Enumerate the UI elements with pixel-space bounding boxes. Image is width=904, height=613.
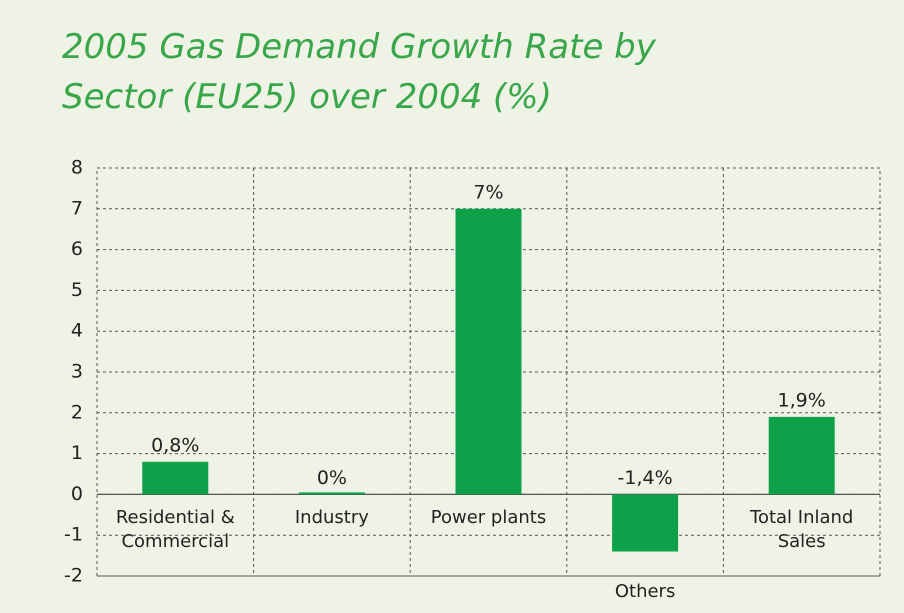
x-tick-label: Power plants: [430, 507, 547, 529]
y-tick-label: -1: [64, 524, 83, 546]
y-tick-label: 2: [71, 401, 83, 423]
value-label: 7%: [473, 181, 503, 203]
bar: [455, 208, 522, 495]
y-tick-label: -2: [64, 565, 83, 587]
value-label: 0%: [317, 467, 347, 489]
y-tick-label: 0: [71, 483, 83, 505]
bar: [142, 461, 209, 495]
plot-border: [96, 167, 881, 577]
y-tick-label: 1: [71, 442, 83, 464]
y-tick-label: 3: [71, 361, 83, 383]
x-tick-label: Total Inland Sales: [750, 507, 854, 553]
x-tick-label: Residential & Commercial: [115, 507, 235, 553]
value-label: 0,8%: [151, 434, 199, 456]
x-tick-label: Industry: [294, 507, 369, 529]
y-tick-label: 5: [71, 279, 83, 301]
chart-title: 2005 Gas Demand Growth Rate by Sector (E…: [62, 27, 656, 117]
bar: [768, 416, 835, 495]
x-tick-label: Others: [614, 581, 676, 602]
value-label: 1,9%: [778, 389, 826, 411]
y-tick-label: 7: [71, 197, 83, 219]
y-tick-label: 8: [71, 157, 83, 179]
value-label: -1,4%: [618, 467, 673, 489]
y-tick-label: 6: [71, 238, 83, 260]
bar: [612, 494, 679, 552]
y-tick-label: 4: [71, 320, 83, 342]
bar: [298, 492, 365, 495]
